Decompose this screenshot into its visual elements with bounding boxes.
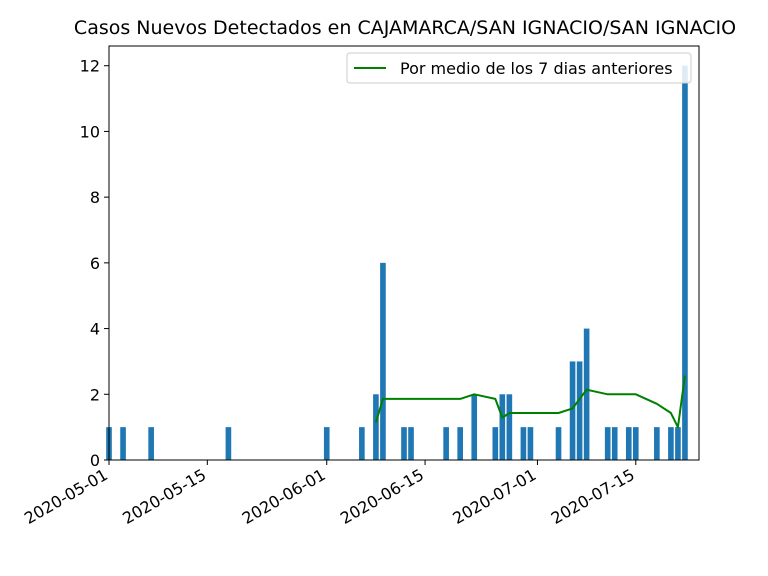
bar <box>148 427 154 460</box>
series-line <box>374 375 686 429</box>
bar <box>373 394 379 460</box>
bar <box>499 394 506 460</box>
bar <box>471 394 478 460</box>
bar <box>401 427 407 460</box>
y-tick-label: 6 <box>90 254 100 273</box>
bar <box>323 427 330 460</box>
bar <box>380 262 386 460</box>
bar <box>604 427 611 460</box>
legend-label: Por medio de los 7 dias anteriores <box>400 59 673 78</box>
bar <box>569 361 576 460</box>
bar <box>408 427 414 460</box>
legend-box <box>346 52 692 84</box>
bar <box>625 427 632 460</box>
bar <box>576 361 583 460</box>
bar <box>457 427 463 460</box>
legend: Por medio de los 7 dias anteriores <box>346 52 692 84</box>
y-tick-label: 12 <box>80 57 100 76</box>
bar <box>225 427 232 460</box>
chart-title: Casos Nuevos Detectados en CAJAMARCA/SAN… <box>74 17 736 39</box>
bar <box>675 427 681 460</box>
bar <box>359 427 365 460</box>
x-tick-label: 2020-06-15 <box>337 465 427 528</box>
x-tick-label: 2020-06-01 <box>239 465 329 528</box>
x-tick-label: 2020-07-01 <box>449 465 539 528</box>
bar <box>682 65 688 461</box>
bar <box>492 427 499 460</box>
x-tick-label: 2020-05-15 <box>119 465 209 528</box>
x-tick-label: 2020-07-15 <box>548 465 638 528</box>
line-layer <box>374 375 686 429</box>
bar <box>632 427 639 460</box>
bar <box>555 427 562 460</box>
bar <box>443 427 449 460</box>
bars-layer <box>106 65 688 461</box>
bar <box>120 427 126 460</box>
y-tick-label: 2 <box>90 385 100 404</box>
bar <box>520 427 527 460</box>
bar <box>527 427 534 460</box>
y-tick-label: 8 <box>90 188 100 207</box>
bar <box>583 328 590 460</box>
x-axis: 2020-05-01 2020-05-15 2020-06-01 2020-06-15… <box>21 460 638 528</box>
bar <box>654 427 660 460</box>
y-axis: 0 2 4 6 8 10 12 <box>80 57 109 470</box>
y-tick-label: 0 <box>90 451 100 470</box>
x-tick-label: 2020-05-01 <box>21 465 111 528</box>
bar <box>668 427 674 460</box>
plot-frame <box>108 45 700 461</box>
bar <box>506 394 513 460</box>
bar <box>611 427 618 460</box>
y-tick-label: 10 <box>80 122 100 141</box>
y-tick-label: 4 <box>90 320 100 339</box>
